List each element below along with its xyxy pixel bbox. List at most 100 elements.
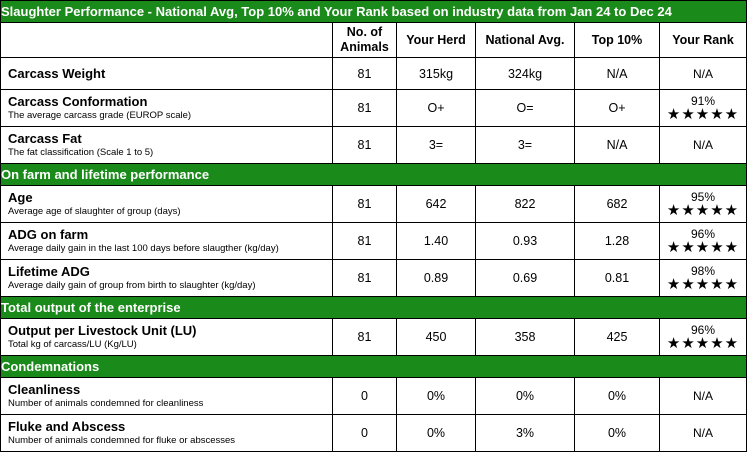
rank-percent: N/A: [693, 426, 714, 440]
metric-row: Carcass Fat The fat classification (Scale…: [0, 126, 748, 164]
top-10-value: N/A: [574, 57, 660, 90]
your-rank-cell: N/A: [658, 414, 748, 452]
your-rank-cell: 98% ★★★★★: [658, 259, 748, 297]
metric-cell: ADG on farm Average daily gain in the las…: [0, 222, 333, 260]
header-your-rank: Your Rank: [658, 22, 748, 58]
your-rank-cell: 96% ★★★★★: [658, 222, 748, 260]
metric-row: Fluke and Abscess Number of animals conde…: [0, 414, 748, 452]
metric-description: Number of animals condemned for cleanlin…: [8, 398, 204, 409]
rank-percent: 96%: [691, 322, 716, 337]
metric-row: Carcass Weight 81 315kg 324kg N/A N/A: [0, 57, 748, 90]
national-avg-value: 3=: [475, 126, 575, 164]
national-avg-value: 822: [475, 185, 575, 223]
metric-description: Total kg of carcass/LU (Kg/LU): [8, 339, 137, 350]
metric-description: Number of animals condemned for fluke or…: [8, 435, 236, 446]
star-rating-icon: ★★★★★: [666, 275, 740, 293]
your-rank-cell: 95% ★★★★★: [658, 185, 748, 223]
column-header-row: No. of Animals Your Herd National Avg. T…: [0, 22, 748, 58]
rank-percent: 98%: [691, 263, 716, 278]
your-rank-cell: 96% ★★★★★: [658, 318, 748, 356]
metric-name: ADG on farm: [8, 227, 89, 242]
section-header: On farm and lifetime performance: [0, 163, 748, 186]
top-10-value: N/A: [574, 126, 660, 164]
metric-description: Average age of slaughter of group (days): [8, 206, 181, 217]
national-avg-value: O=: [475, 89, 575, 127]
rank-percent: N/A: [693, 138, 714, 152]
metric-name: Cleanliness: [8, 382, 81, 397]
no-of-animals-value: 81: [332, 185, 397, 223]
national-avg-value: 3%: [475, 414, 575, 452]
your-herd-value: 0%: [396, 414, 476, 452]
your-herd-value: 315kg: [396, 57, 476, 90]
metric-description: The average carcass grade (EUROP scale): [8, 110, 192, 121]
metric-name: Age: [8, 190, 33, 205]
your-rank-cell: N/A: [658, 57, 748, 90]
metric-description: The fat classification (Scale 1 to 5): [8, 147, 154, 158]
metric-row: Output per Livestock Unit (LU) Total kg o…: [0, 318, 748, 356]
metric-name: Carcass Weight: [8, 65, 106, 81]
national-avg-value: 0.93: [475, 222, 575, 260]
metric-row: Lifetime ADG Average daily gain of group …: [0, 259, 748, 297]
metric-cell: Fluke and Abscess Number of animals conde…: [0, 414, 333, 452]
metric-cell: Lifetime ADG Average daily gain of group …: [0, 259, 333, 297]
metric-cell: Output per Livestock Unit (LU) Total kg o…: [0, 318, 333, 356]
section-title: Condemnations: [0, 355, 748, 378]
national-avg-value: 0.69: [475, 259, 575, 297]
star-rating-icon: ★★★★★: [666, 105, 740, 123]
your-herd-value: 642: [396, 185, 476, 223]
your-rank-cell: N/A: [658, 377, 748, 415]
your-herd-value: O+: [396, 89, 476, 127]
your-herd-value: 0.89: [396, 259, 476, 297]
no-of-animals-value: 81: [332, 89, 397, 127]
metric-name: Fluke and Abscess: [8, 419, 126, 434]
top-10-value: 1.28: [574, 222, 660, 260]
metric-description: Average daily gain of group from birth t…: [8, 280, 256, 291]
header-metric: [0, 22, 333, 58]
national-avg-value: 0%: [475, 377, 575, 415]
your-rank-cell: N/A: [658, 126, 748, 164]
top-10-value: O+: [574, 89, 660, 127]
star-rating-icon: ★★★★★: [666, 334, 740, 352]
rank-percent: N/A: [693, 66, 714, 81]
slaughter-performance-table: Slaughter Performance - National Avg, To…: [0, 0, 748, 452]
metric-row: Carcass Conformation The average carcass …: [0, 89, 748, 127]
metric-name: Carcass Conformation: [8, 94, 148, 109]
your-herd-value: 3=: [396, 126, 476, 164]
header-your-herd: Your Herd: [396, 22, 476, 58]
section-header: Condemnations: [0, 355, 748, 378]
report-title: Slaughter Performance - National Avg, To…: [0, 0, 748, 23]
metric-row: ADG on farm Average daily gain in the las…: [0, 222, 748, 260]
rank-percent: 95%: [691, 189, 716, 204]
no-of-animals-value: 81: [332, 57, 397, 90]
metric-cell: Carcass Conformation The average carcass …: [0, 89, 333, 127]
your-rank-cell: 91% ★★★★★: [658, 89, 748, 127]
header-no-of-animals: No. of Animals: [332, 22, 397, 58]
no-of-animals-value: 81: [332, 222, 397, 260]
no-of-animals-value: 81: [332, 259, 397, 297]
rank-percent: 91%: [691, 93, 716, 108]
top-10-value: 425: [574, 318, 660, 356]
metric-cell: Age Average age of slaughter of group (da…: [0, 185, 333, 223]
metric-row: Age Average age of slaughter of group (da…: [0, 185, 748, 223]
metric-cell: Carcass Fat The fat classification (Scale…: [0, 126, 333, 164]
top-10-value: 0%: [574, 377, 660, 415]
national-avg-value: 358: [475, 318, 575, 356]
metric-row: Cleanliness Number of animals condemned f…: [0, 377, 748, 415]
top-10-value: 682: [574, 185, 660, 223]
section-title: On farm and lifetime performance: [0, 163, 748, 186]
no-of-animals-value: 81: [332, 126, 397, 164]
your-herd-value: 1.40: [396, 222, 476, 260]
metric-name: Carcass Fat: [8, 131, 82, 146]
section-header: Total output of the enterprise: [0, 296, 748, 319]
no-of-animals-value: 0: [332, 377, 397, 415]
no-of-animals-value: 81: [332, 318, 397, 356]
no-of-animals-value: 0: [332, 414, 397, 452]
metric-cell: Carcass Weight: [0, 57, 333, 90]
metric-cell: Cleanliness Number of animals condemned f…: [0, 377, 333, 415]
header-national-avg: National Avg.: [475, 22, 575, 58]
top-10-value: 0.81: [574, 259, 660, 297]
metric-name: Lifetime ADG: [8, 264, 90, 279]
top-10-value: 0%: [574, 414, 660, 452]
star-rating-icon: ★★★★★: [666, 238, 740, 256]
rank-percent: N/A: [693, 389, 714, 403]
